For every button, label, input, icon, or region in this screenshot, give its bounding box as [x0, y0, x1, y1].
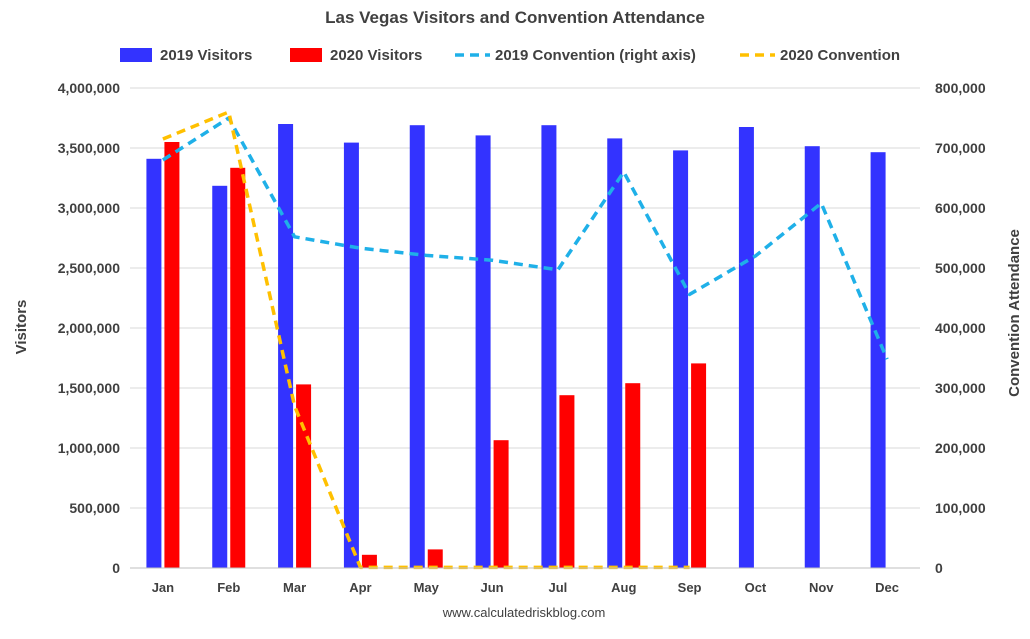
bar [212, 185, 228, 569]
bar [691, 363, 707, 568]
bar [625, 383, 641, 568]
y-tick-label: 2,500,000 [58, 260, 120, 276]
y-tick-label: 3,000,000 [58, 200, 120, 216]
x-tick-label: Feb [217, 580, 240, 595]
bar [296, 384, 312, 568]
legend-swatch [290, 48, 322, 62]
legend: 2019 Visitors 2020 Visitors 2019 Conventio… [120, 47, 900, 64]
y-tick-label: 1,500,000 [58, 380, 120, 396]
bar [164, 142, 180, 568]
legend-swatch [120, 48, 152, 62]
y-tick-label: 4,000,000 [58, 80, 120, 96]
bar [607, 138, 623, 568]
bar [230, 167, 246, 569]
bar [870, 152, 886, 568]
x-tick-label: Jan [152, 580, 174, 595]
legend-label: 2019 Visitors [160, 47, 252, 64]
legend-label: 2020 Visitors [330, 47, 422, 64]
y-tick-label: 2,000,000 [58, 320, 120, 336]
x-tick-label: Jul [549, 580, 568, 595]
bar [804, 146, 820, 568]
series-line [162, 110, 690, 570]
bar [738, 127, 754, 568]
y-tick-label: 0 [112, 560, 120, 576]
y2-tick-label: 0 [935, 560, 943, 576]
bar [146, 158, 162, 569]
x-tick-label: May [414, 580, 440, 595]
y2-tick-label: 600,000 [935, 200, 986, 216]
y2-tick-label: 300,000 [935, 380, 986, 396]
grid-layer [130, 87, 920, 509]
bar [541, 125, 557, 568]
x-tick-label: Nov [809, 580, 834, 595]
axis-layer: 0 500,000 1,000,000 1,500,000 2,000,000 2,500… [58, 80, 986, 595]
bar [673, 150, 689, 568]
x-tick-label: Apr [349, 580, 371, 595]
bar [278, 124, 294, 568]
y-tick-label: 1,000,000 [58, 440, 120, 456]
bar [409, 125, 425, 568]
x-tick-label: Dec [875, 580, 899, 595]
x-tick-label: Sep [678, 580, 702, 595]
y2-tick-label: 100,000 [935, 500, 986, 516]
y-axis-title: Visitors [13, 300, 30, 355]
bar [493, 440, 509, 568]
y2-tick-label: 700,000 [935, 140, 986, 156]
legend-label: 2019 Convention (right axis) [495, 47, 696, 64]
source-label: www.calculatedriskblog.com [442, 605, 606, 620]
y2-tick-label: 500,000 [935, 260, 986, 276]
bar [475, 135, 491, 568]
y2-tick-label: 200,000 [935, 440, 986, 456]
bar [343, 142, 359, 568]
bar [559, 395, 575, 568]
x-tick-label: Aug [611, 580, 636, 595]
bars-layer [146, 124, 886, 569]
legend-label: 2020 Convention [780, 47, 900, 64]
x-tick-label: Oct [745, 580, 767, 595]
y-tick-label: 500,000 [69, 500, 120, 516]
x-tick-label: Jun [481, 580, 504, 595]
lines-layer [161, 110, 889, 570]
x-tick-label: Mar [283, 580, 306, 595]
bar [361, 554, 377, 568]
chart-title: Las Vegas Visitors and Convention Attend… [325, 8, 705, 27]
y2-tick-label: 400,000 [935, 320, 986, 336]
bar [427, 549, 443, 568]
y2-tick-label: 800,000 [935, 80, 986, 96]
y2-axis-title: Convention Attendance [1006, 229, 1023, 397]
series-line [161, 116, 889, 360]
y-tick-label: 3,500,000 [58, 140, 120, 156]
